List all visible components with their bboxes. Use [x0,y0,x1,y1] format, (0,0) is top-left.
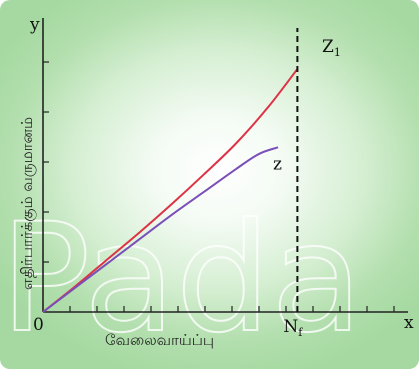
series-line-z1 [42,68,299,313]
origin-label: 0 [33,315,44,335]
series-layer: Z1 z [42,37,341,313]
series-line-z [42,146,279,313]
tick-marks [43,61,395,312]
nf-main: N [283,317,298,337]
watermark: Pada [0,192,363,366]
series-label-sub: 1 [334,46,341,59]
nf-label: Nf [283,317,303,339]
series-label-z: z [273,154,282,174]
y-axis-title: எதிர்பார்க்கும் வருமானம் [18,117,37,290]
series-label-main: z [273,154,282,174]
series-label-main: Z [322,37,334,57]
y-axis-letter: y [29,15,40,35]
series-label-z1: Z1 [322,37,341,59]
x-axis-letter: x [404,313,414,333]
x-axis-title: வேலைவாய்ப்பு [105,331,214,349]
nf-sub: f [298,326,303,339]
